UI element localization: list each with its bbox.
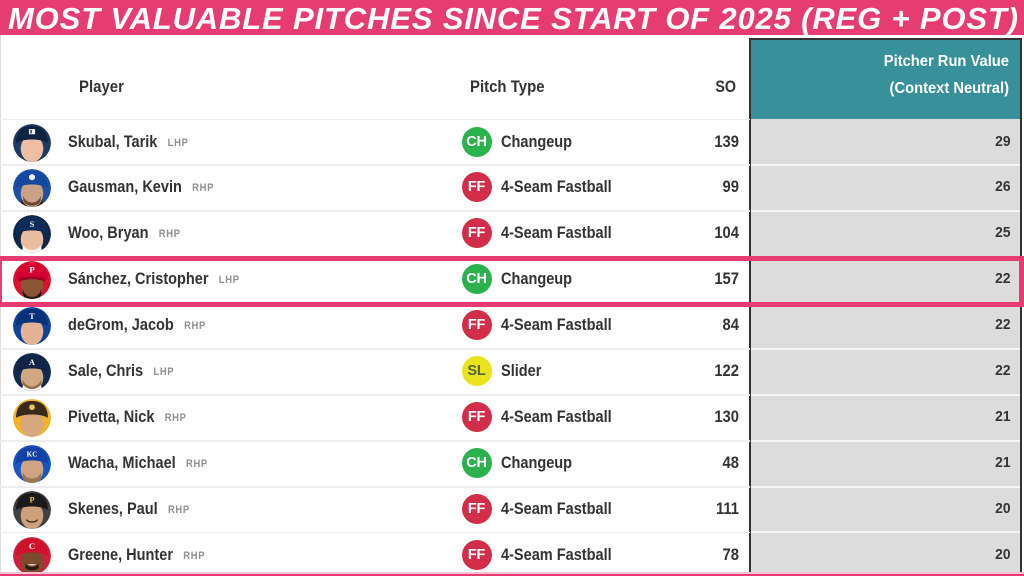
svg-text:T: T bbox=[29, 312, 35, 321]
svg-text:P: P bbox=[29, 265, 35, 275]
svg-text:A: A bbox=[29, 358, 35, 367]
svg-text:S: S bbox=[30, 220, 35, 229]
svg-text:P: P bbox=[29, 495, 34, 504]
svg-text:KC: KC bbox=[27, 450, 38, 458]
svg-text:C: C bbox=[29, 541, 35, 551]
